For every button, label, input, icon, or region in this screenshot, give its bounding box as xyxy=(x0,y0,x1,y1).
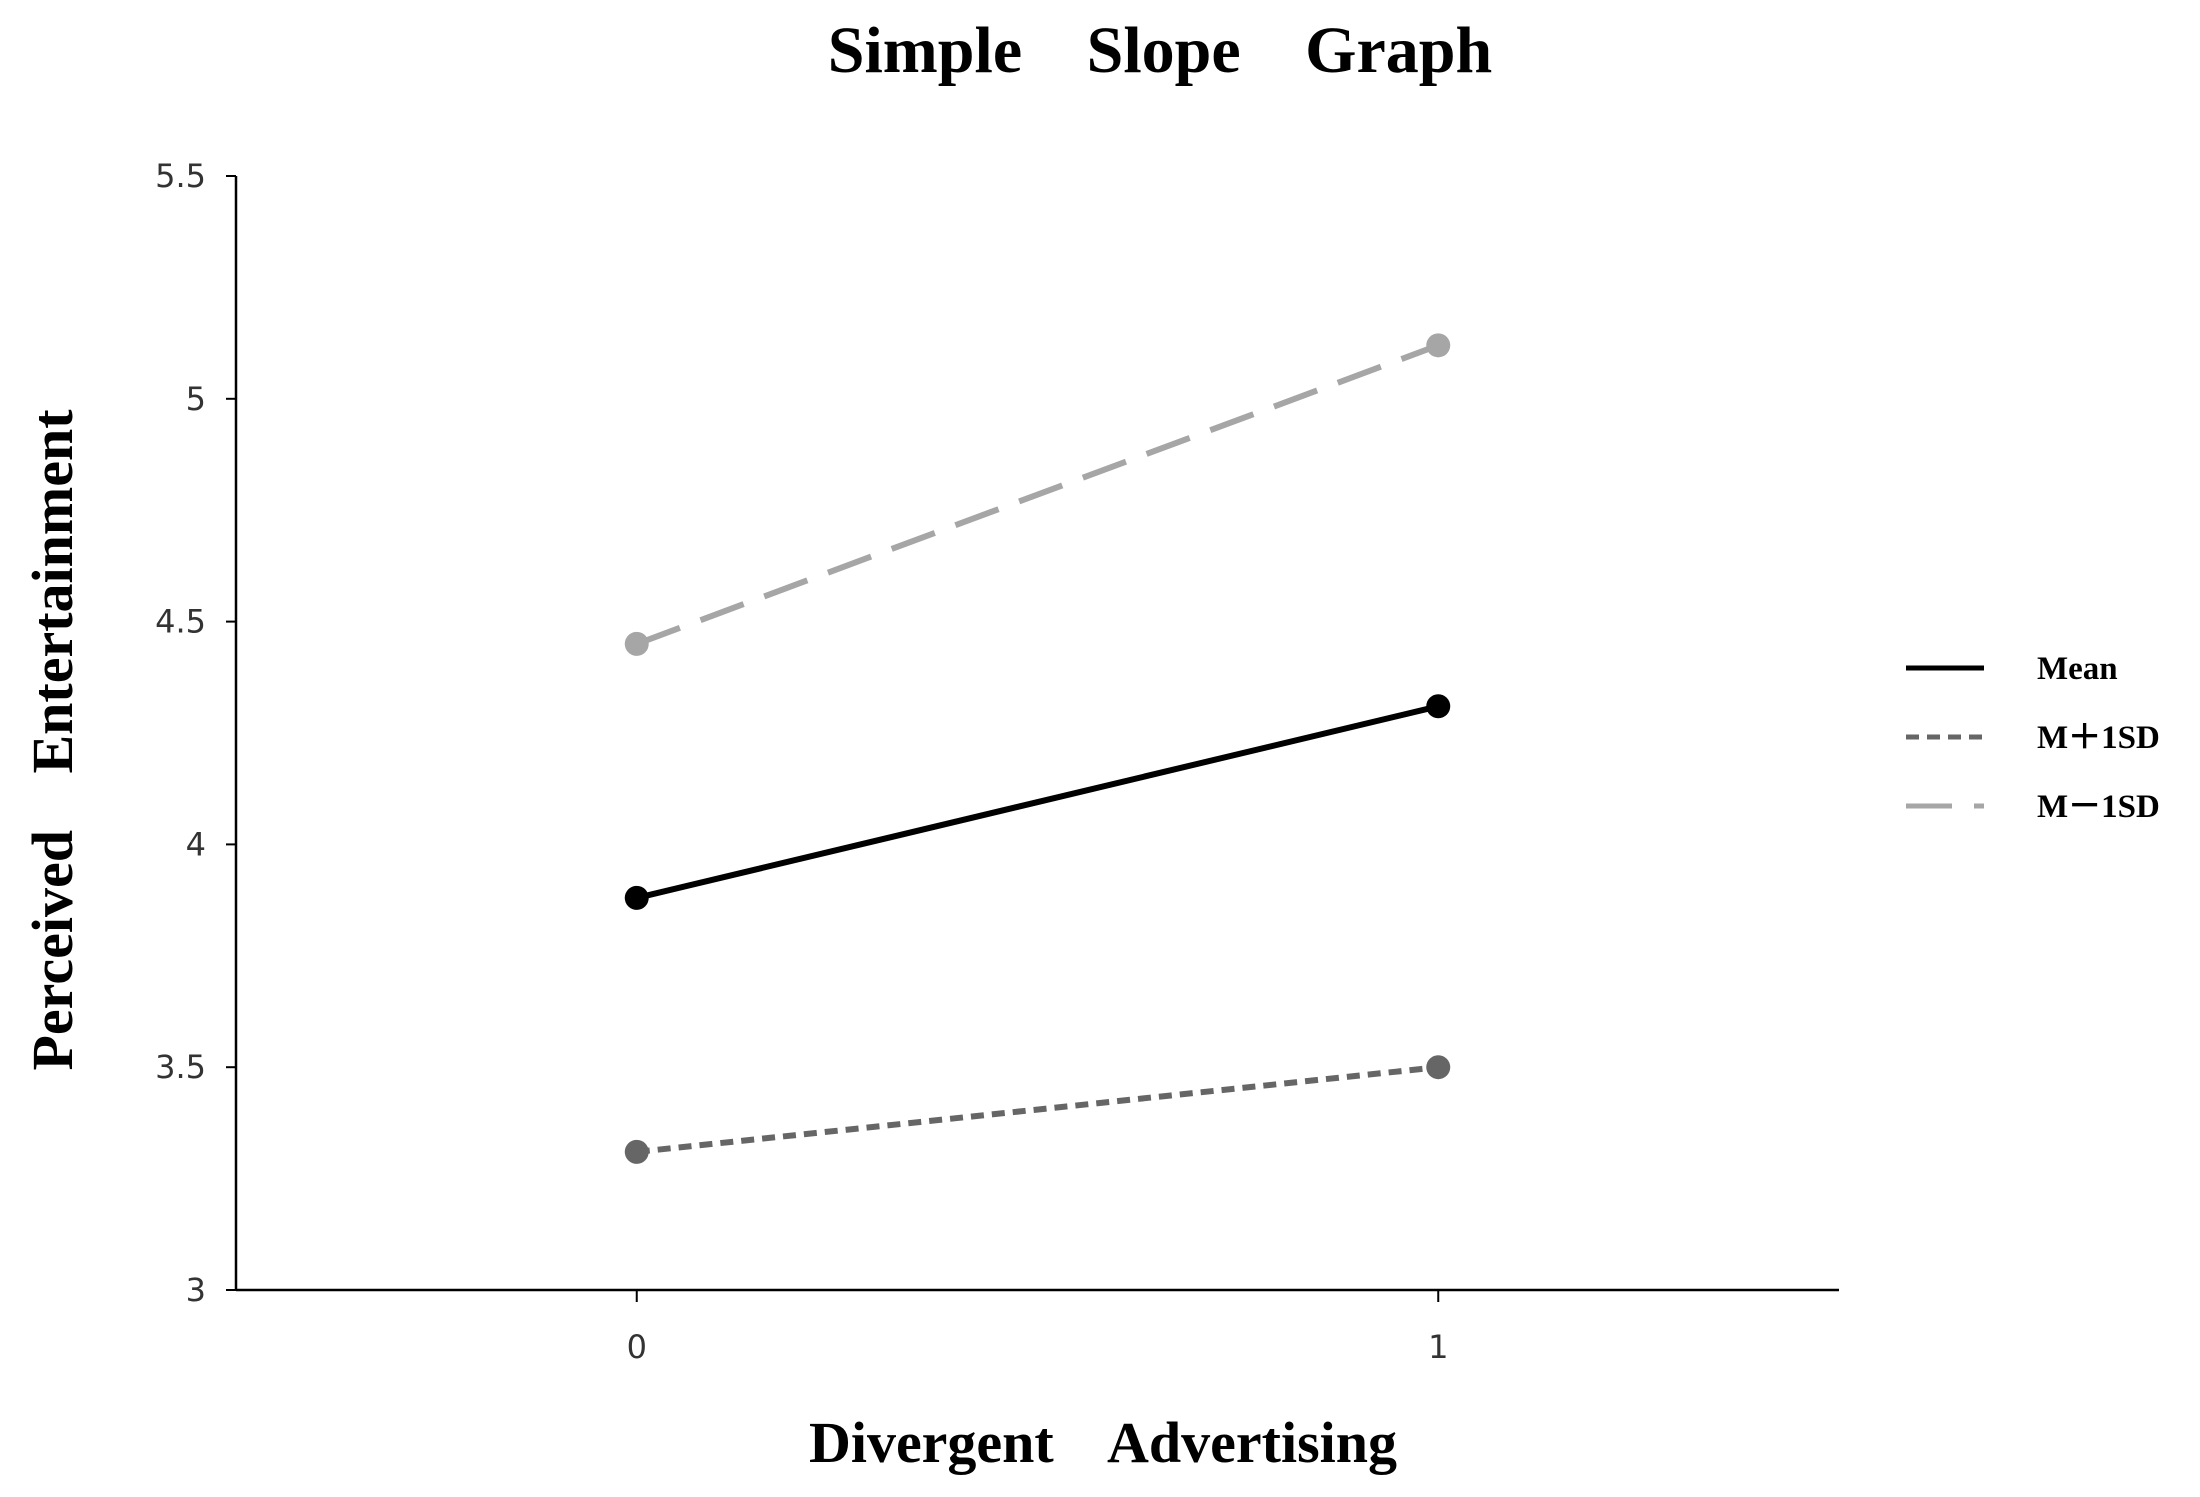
data-point xyxy=(624,1139,649,1164)
data-point xyxy=(1426,333,1451,358)
series-0 xyxy=(624,694,1451,910)
y-tick-label: 4.5 xyxy=(155,603,206,641)
y-tick-label: 3 xyxy=(186,1271,206,1309)
y-axis-ticks: 3 3.5 4 4.5 5 5.5 xyxy=(155,157,236,1309)
y-axis-title: Perceived Entertainment xyxy=(20,409,85,1071)
y-tick-label: 4 xyxy=(186,825,206,863)
data-point xyxy=(1426,1055,1451,1080)
series-2 xyxy=(624,333,1451,656)
chart-title: Simple Slope Graph xyxy=(828,14,1492,87)
series-layer xyxy=(624,333,1451,1164)
legend-label: M－1SD xyxy=(2037,789,2160,825)
legend-item: M－1SD xyxy=(1906,789,2160,825)
y-tick-label: 5 xyxy=(186,380,206,418)
series-line xyxy=(635,342,1440,647)
y-tick-label: 3.5 xyxy=(155,1048,206,1086)
y-tick-label: 5.5 xyxy=(155,157,206,195)
axes xyxy=(234,176,1839,1292)
x-tick-label: 1 xyxy=(1428,1328,1448,1366)
data-point xyxy=(624,631,649,656)
legend: Mean M＋1SD M－1SD xyxy=(1906,651,2160,825)
legend-label: M＋1SD xyxy=(2037,720,2160,756)
series-line xyxy=(636,1064,1439,1155)
x-axis-title: Divergent Advertising xyxy=(809,1410,1397,1475)
legend-item: M＋1SD xyxy=(1906,720,2160,756)
legend-label: Mean xyxy=(2037,651,2118,687)
legend-item: Mean xyxy=(1906,651,2118,687)
x-tick-label: 0 xyxy=(627,1328,647,1366)
series-line xyxy=(636,703,1439,901)
series-1 xyxy=(624,1055,1451,1164)
data-point xyxy=(624,885,649,910)
data-point xyxy=(1426,694,1451,719)
